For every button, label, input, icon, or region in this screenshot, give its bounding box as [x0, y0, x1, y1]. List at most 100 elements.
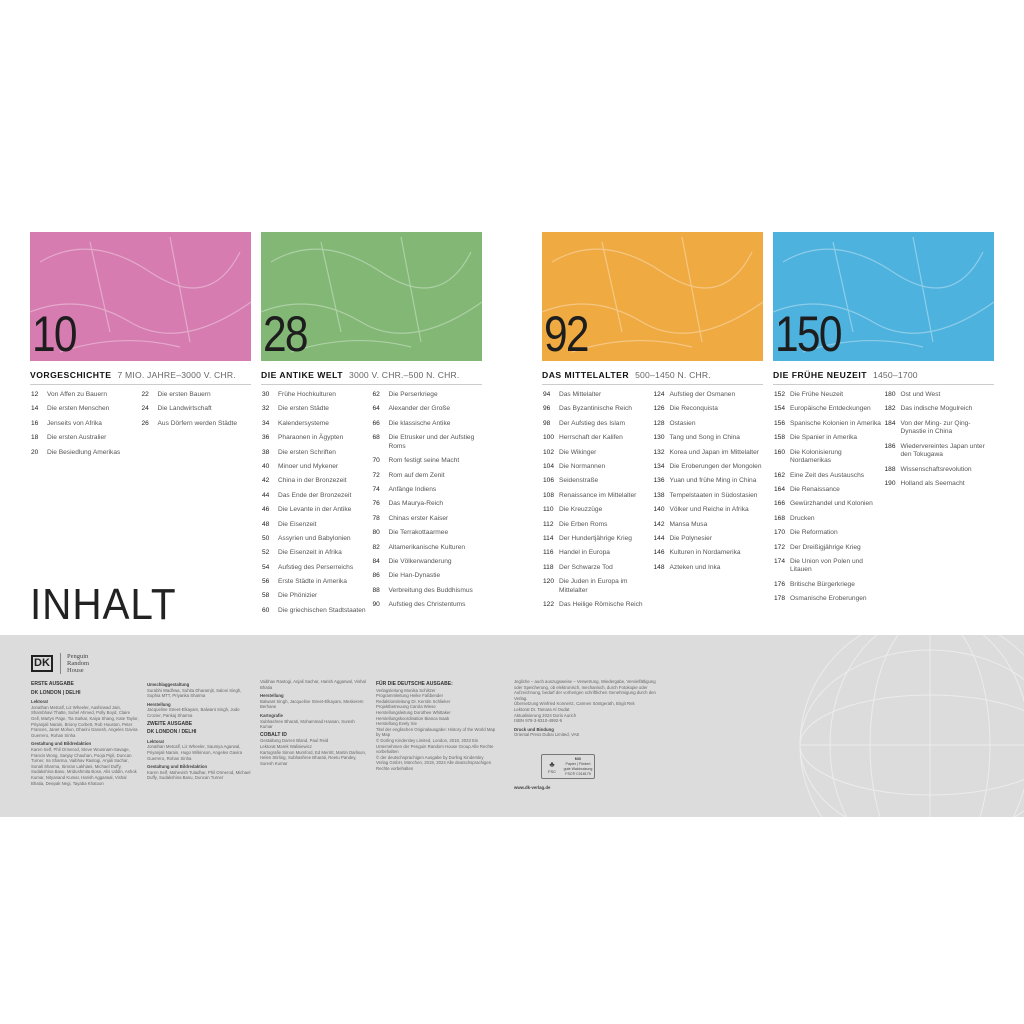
toc-entry[interactable]: 132 Korea und Japan im Mittelalter: [653, 449, 764, 458]
toc-entry[interactable]: 50 Assyrien und Babylonien: [261, 535, 372, 544]
toc-entry-title: Mansa Musa: [669, 520, 708, 528]
toc-entry[interactable]: 118 Der Schwarze Tod: [542, 564, 653, 573]
chapter-title[interactable]: DAS MITTELALTER: [542, 370, 630, 380]
toc-entry[interactable]: 36 Pharaonen in Ägypten: [261, 434, 372, 443]
toc-entry[interactable]: 90 Aufstieg des Christentums: [372, 601, 483, 610]
toc-entry[interactable]: 14 Die ersten Menschen: [30, 405, 141, 414]
toc-entry[interactable]: 32 Die ersten Städte: [261, 405, 372, 414]
toc-entry[interactable]: 48 Die Eisenzeit: [261, 521, 372, 530]
toc-entry[interactable]: 136 Yuan und frühe Ming in China: [653, 477, 764, 486]
toc-entry[interactable]: 170 Die Reformation: [773, 529, 884, 538]
toc-entry[interactable]: 26 Aus Dörfern werden Städte: [141, 420, 252, 429]
toc-entry[interactable]: 62 Die Perserkriege: [372, 391, 483, 400]
toc-entry[interactable]: 12 Von Affen zu Bauern: [30, 391, 141, 400]
toc-entry[interactable]: 104 Die Normannen: [542, 463, 653, 472]
toc-entry[interactable]: 68 Die Etrusker und der Aufstieg Roms: [372, 434, 483, 451]
toc-entry[interactable]: 74 Anfänge Indiens: [372, 486, 483, 495]
toc-entry[interactable]: 64 Alexander der Große: [372, 405, 483, 414]
toc-entry[interactable]: 174 Die Union von Polen und Litauen: [773, 558, 884, 575]
toc-entry[interactable]: 82 Altamerikanische Kulturen: [372, 544, 483, 553]
toc-entry[interactable]: 122 Das Heilige Römische Reich: [542, 601, 653, 610]
toc-entry[interactable]: 46 Die Levante in der Antike: [261, 506, 372, 515]
toc-entry[interactable]: 140 Völker und Reiche in Afrika: [653, 506, 764, 515]
chapter-title[interactable]: VORGESCHICHTE: [30, 370, 112, 380]
toc-entry[interactable]: 18 Die ersten Australier: [30, 434, 141, 443]
toc-entry[interactable]: 54 Aufstieg des Perserreichs: [261, 564, 372, 573]
toc-entry[interactable]: 96 Das Byzantinische Reich: [542, 405, 653, 414]
toc-entry[interactable]: 190 Holland als Seemacht: [884, 480, 995, 489]
toc-entry[interactable]: 80 Die Terrakottaarmee: [372, 529, 483, 538]
toc-entry[interactable]: 66 Die klassische Antike: [372, 420, 483, 429]
toc-page-number: 48: [262, 520, 270, 528]
toc-entry[interactable]: 30 Frühe Hochkulturen: [261, 391, 372, 400]
toc-entry[interactable]: 158 Die Spanier in Amerika: [773, 434, 884, 443]
toc-entry[interactable]: 138 Tempelstaaten in Südostasien: [653, 492, 764, 501]
website-link[interactable]: www.dk-verlag.de: [514, 785, 551, 790]
toc-entry[interactable]: 184 Von der Ming- zur Qing-Dynastie in Ch…: [884, 420, 995, 437]
toc-page-number: 174: [774, 557, 786, 565]
toc-entry[interactable]: 44 Das Ende der Bronzezeit: [261, 492, 372, 501]
toc-entry[interactable]: 100 Herrschaft der Kalifen: [542, 434, 653, 443]
toc-entry[interactable]: 144 Die Polynesier: [653, 535, 764, 544]
chapter-title[interactable]: DIE ANTIKE WELT: [261, 370, 343, 380]
toc-entry[interactable]: 84 Die Völkerwanderung: [372, 558, 483, 567]
toc-entry[interactable]: 42 China in der Bronzezeit: [261, 477, 372, 486]
toc-entry[interactable]: 112 Die Erben Roms: [542, 521, 653, 530]
toc-entry[interactable]: 108 Renaissance im Mittelalter: [542, 492, 653, 501]
toc-entry[interactable]: 16 Jenseits von Afrika: [30, 420, 141, 429]
toc-entry[interactable]: 160 Die Kolonisierung Nordamerikas: [773, 449, 884, 466]
toc-entry[interactable]: 148 Azteken und Inka: [653, 564, 764, 573]
toc-entry[interactable]: 188 Wissenschaftsrevolution: [884, 466, 995, 475]
toc-entry[interactable]: 76 Das Maurya-Reich: [372, 500, 483, 509]
toc-entry[interactable]: 180 Ost und West: [884, 391, 995, 400]
toc-entry[interactable]: 106 Seidenstraße: [542, 477, 653, 486]
toc-entry[interactable]: 78 Chinas erster Kaiser: [372, 515, 483, 524]
toc-entry[interactable]: 168 Drucken: [773, 515, 884, 524]
toc-entry[interactable]: 164 Die Renaissance: [773, 486, 884, 495]
toc-entry[interactable]: 58 Die Phönizier: [261, 592, 372, 601]
toc-entry[interactable]: 20 Die Besiedlung Amerikas: [30, 449, 141, 458]
toc-entry[interactable]: 38 Die ersten Schriften: [261, 449, 372, 458]
toc-entry[interactable]: 124 Aufstieg der Osmanen: [653, 391, 764, 400]
toc-entry[interactable]: 178 Osmanische Eroberungen: [773, 595, 884, 604]
toc-page-number: 54: [262, 563, 270, 571]
toc-entry[interactable]: 172 Der Dreißigjährige Krieg: [773, 544, 884, 553]
toc-entry[interactable]: 162 Eine Zeit des Austauschs: [773, 472, 884, 481]
toc-entry[interactable]: 22 Die ersten Bauern: [141, 391, 252, 400]
toc-entry[interactable]: 102 Die Wikinger: [542, 449, 653, 458]
toc-entry[interactable]: 154 Europäische Entdeckungen: [773, 405, 884, 414]
toc-entry[interactable]: 86 Die Han-Dynastie: [372, 572, 483, 581]
toc-entry[interactable]: 120 Die Juden in Europa im Mittelalter: [542, 578, 653, 595]
toc-entry[interactable]: 128 Ostasien: [653, 420, 764, 429]
toc-page-number: 60: [262, 606, 270, 614]
toc-entry[interactable]: 110 Die Kreuzzüge: [542, 506, 653, 515]
toc-entry[interactable]: 152 Die Frühe Neuzeit: [773, 391, 884, 400]
toc-entry[interactable]: 186 Wiedervereintes Japan unter den Tokug…: [884, 443, 995, 460]
toc-entry[interactable]: 34 Kalendersysteme: [261, 420, 372, 429]
toc-entry[interactable]: 146 Kulturen in Nordamerika: [653, 549, 764, 558]
toc-entry[interactable]: 166 Gewürzhandel und Kolonien: [773, 500, 884, 509]
toc-page-number: 36: [262, 434, 270, 442]
publisher-logo: DK Penguin Random House: [31, 653, 100, 674]
chapter-title[interactable]: DIE FRÜHE NEUZEIT: [773, 370, 867, 380]
toc-entry[interactable]: 126 Die Reconquista: [653, 405, 764, 414]
toc-entry[interactable]: 60 Die griechischen Stadtstaaten: [261, 607, 372, 616]
toc-entry[interactable]: 94 Das Mittelalter: [542, 391, 653, 400]
toc-entry[interactable]: 130 Tang und Song in China: [653, 434, 764, 443]
toc-entry[interactable]: 156 Spanische Kolonien in Amerika: [773, 420, 884, 429]
toc-entry[interactable]: 176 Britische Bürgerkriege: [773, 581, 884, 590]
toc-entry[interactable]: 88 Verbreitung des Buddhismus: [372, 587, 483, 596]
toc-entry[interactable]: 98 Der Aufstieg des Islam: [542, 420, 653, 429]
toc-entry[interactable]: 70 Rom festigt seine Macht: [372, 457, 483, 466]
toc-entry[interactable]: 116 Handel in Europa: [542, 549, 653, 558]
toc-entry[interactable]: 24 Die Landwirtschaft: [141, 405, 252, 414]
toc-entry[interactable]: 72 Rom auf dem Zenit: [372, 472, 483, 481]
toc-entry[interactable]: 182 Das indische Mogulreich: [884, 405, 995, 414]
toc-entry[interactable]: 40 Minoer und Mykener: [261, 463, 372, 472]
toc-entry[interactable]: 56 Erste Städte in Amerika: [261, 578, 372, 587]
toc-page-number: 16: [31, 419, 39, 427]
toc-entry[interactable]: 134 Die Eroberungen der Mongolen: [653, 463, 764, 472]
toc-entry[interactable]: 52 Die Eisenzeit in Afrika: [261, 549, 372, 558]
toc-entry[interactable]: 142 Mansa Musa: [653, 521, 764, 530]
toc-entry[interactable]: 114 Der Hundertjährige Krieg: [542, 535, 653, 544]
